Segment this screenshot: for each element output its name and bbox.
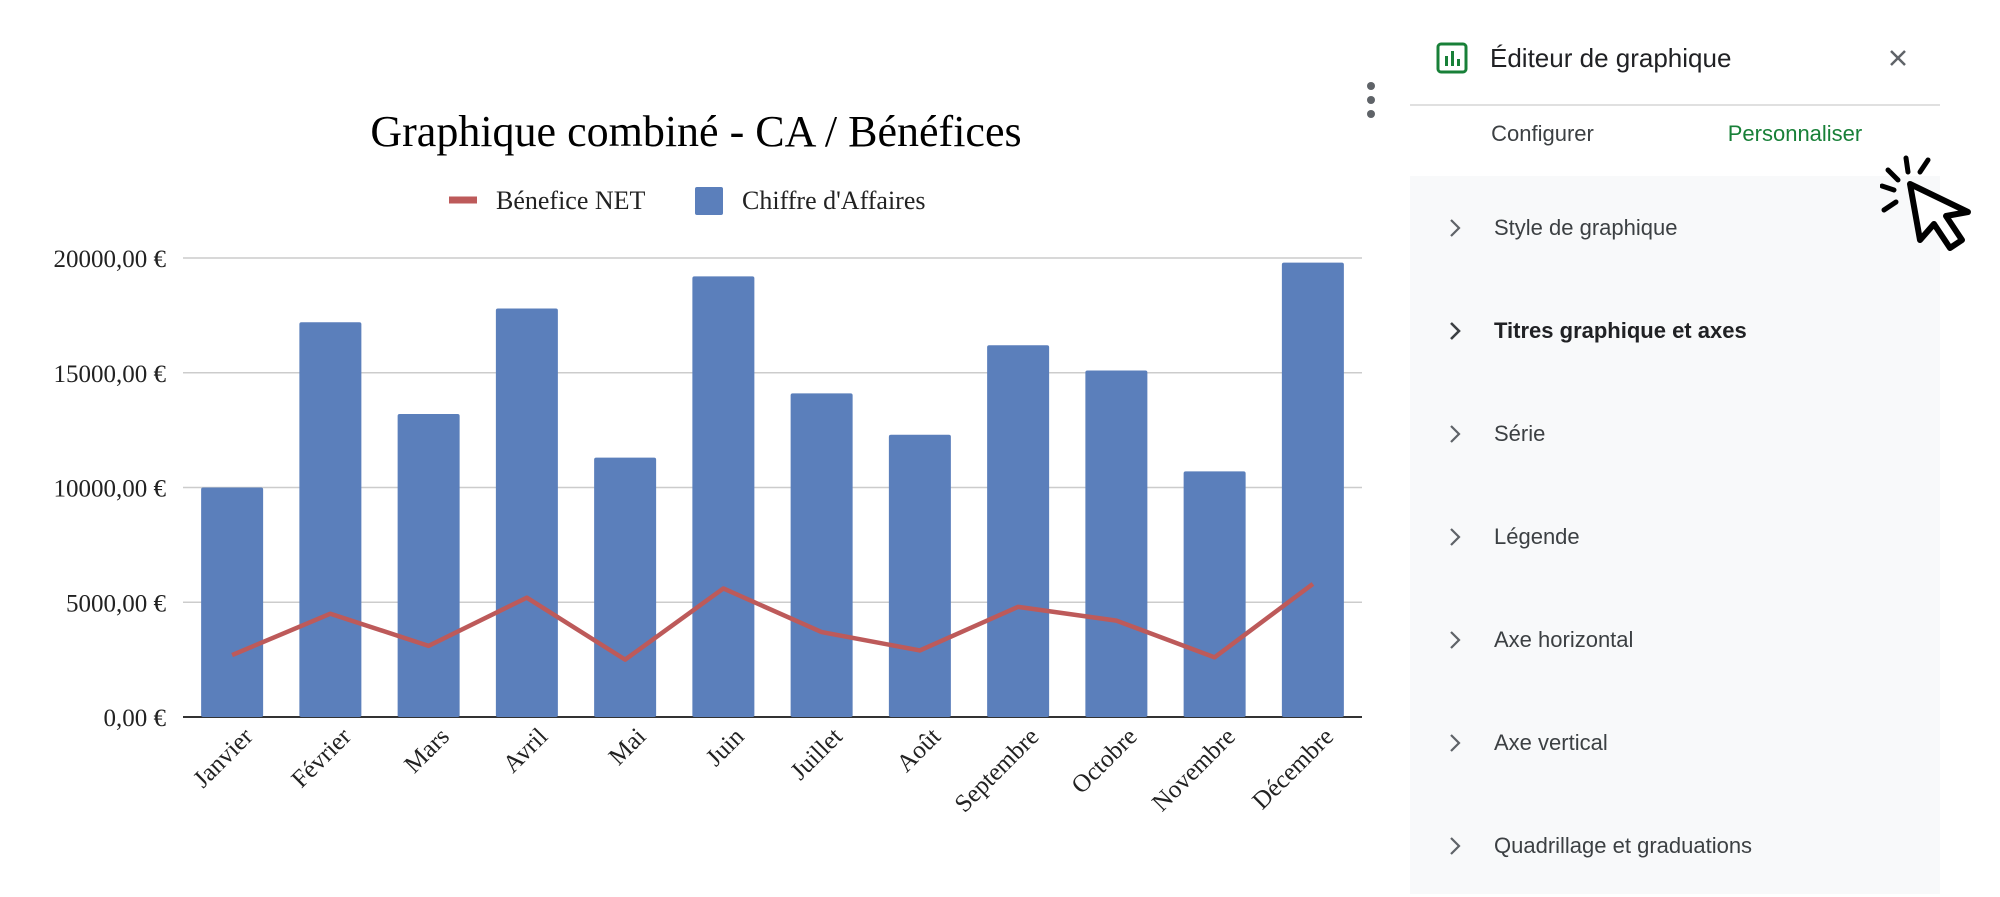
more-vert-icon-dot xyxy=(1367,110,1375,118)
chevron-right-icon xyxy=(1444,320,1466,342)
bar-series xyxy=(201,263,1344,717)
editor-title: Éditeur de graphique xyxy=(1490,40,1731,76)
bar xyxy=(594,458,656,717)
chart[interactable]: Graphique combiné - CA / Bénéfices Bénef… xyxy=(0,0,1380,894)
section-quadrillage-et-graduations[interactable]: Quadrillage et graduations xyxy=(1410,794,1940,897)
chevron-right-icon xyxy=(1444,835,1466,857)
chart-area: Graphique combiné - CA / Bénéfices Bénef… xyxy=(0,0,1380,894)
x-tick-label: Janvier xyxy=(188,723,259,794)
x-tick-label: Septembre xyxy=(950,723,1045,818)
close-icon[interactable] xyxy=(1884,44,1912,72)
x-tick-label: Octobre xyxy=(1067,723,1143,799)
line-path xyxy=(232,584,1313,660)
bar xyxy=(1184,471,1246,717)
section-label: Titres graphique et axes xyxy=(1494,318,1747,344)
x-tick-label: Novembre xyxy=(1147,723,1241,817)
y-tick-label: 15000,00 € xyxy=(54,361,167,388)
x-tick-label: Mai xyxy=(604,723,652,771)
section-label: Quadrillage et graduations xyxy=(1494,833,1752,859)
chart-legend: Bénefice NET Chiffre d'Affaires xyxy=(449,186,926,215)
bar xyxy=(496,308,558,717)
y-tick-label: 20000,00 € xyxy=(54,246,167,273)
chart-title: Graphique combiné - CA / Bénéfices xyxy=(370,107,1021,156)
chevron-right-icon xyxy=(1444,526,1466,548)
x-tick-label: Avril xyxy=(498,723,553,778)
customize-sections: Style de graphique Titres graphique et a… xyxy=(1410,176,1940,894)
x-tick-label: Juillet xyxy=(786,723,848,785)
bar xyxy=(692,276,754,717)
chevron-right-icon xyxy=(1444,732,1466,754)
section-style-de-graphique[interactable]: Style de graphique xyxy=(1410,176,1940,279)
x-axis-ticks: Janvier Février Mars Avril Mai Juin Juillet Aoû… xyxy=(188,723,1339,818)
section-label: Axe vertical xyxy=(1494,730,1608,756)
more-vert-icon-dot xyxy=(1367,96,1375,104)
legend-bar-swatch xyxy=(695,187,723,215)
click-cursor-icon xyxy=(1880,140,2000,260)
x-tick-label: Mars xyxy=(399,723,454,778)
chart-menu-button[interactable] xyxy=(1362,82,1380,130)
x-tick-label: Juin xyxy=(701,723,750,772)
section-label: Série xyxy=(1494,421,1545,447)
section-titres-graphique-et-axes[interactable]: Titres graphique et axes xyxy=(1410,279,1940,382)
section-label: Style de graphique xyxy=(1494,215,1677,241)
more-vert-icon xyxy=(1367,82,1375,90)
chart-editor-panel: Éditeur de graphique Configurer Personna… xyxy=(1410,18,1940,894)
x-tick-label: Février xyxy=(286,723,357,794)
bar xyxy=(889,435,951,717)
section-label: Légende xyxy=(1494,524,1580,550)
editor-header: Éditeur de graphique xyxy=(1410,18,1940,106)
section-serie[interactable]: Série xyxy=(1410,382,1940,485)
bar xyxy=(398,414,460,717)
chevron-right-icon xyxy=(1444,217,1466,239)
y-tick-label: 0,00 € xyxy=(104,705,167,732)
chevron-right-icon xyxy=(1444,423,1466,445)
bar xyxy=(791,393,853,717)
x-tick-label: Décembre xyxy=(1247,723,1339,815)
x-tick-label: Août xyxy=(892,723,946,777)
y-tick-label: 5000,00 € xyxy=(66,590,167,617)
bar xyxy=(1282,263,1344,717)
chart-icon xyxy=(1436,42,1468,74)
section-axe-vertical[interactable]: Axe vertical xyxy=(1410,691,1940,794)
line-series xyxy=(232,584,1313,660)
section-legende[interactable]: Légende xyxy=(1410,485,1940,588)
bar xyxy=(299,322,361,717)
legend-label: Chiffre d'Affaires xyxy=(742,186,926,215)
chevron-right-icon xyxy=(1444,629,1466,651)
legend-label: Bénefice NET xyxy=(496,186,646,215)
y-axis-ticks: 0,00 € 5000,00 € 10000,00 € 15000,00 € 20000… xyxy=(54,246,167,732)
y-tick-label: 10000,00 € xyxy=(54,476,167,503)
bar xyxy=(987,345,1049,717)
bar xyxy=(201,488,263,718)
bar xyxy=(1085,370,1147,717)
section-label: Axe horizontal xyxy=(1494,627,1633,653)
section-axe-horizontal[interactable]: Axe horizontal xyxy=(1410,588,1940,691)
